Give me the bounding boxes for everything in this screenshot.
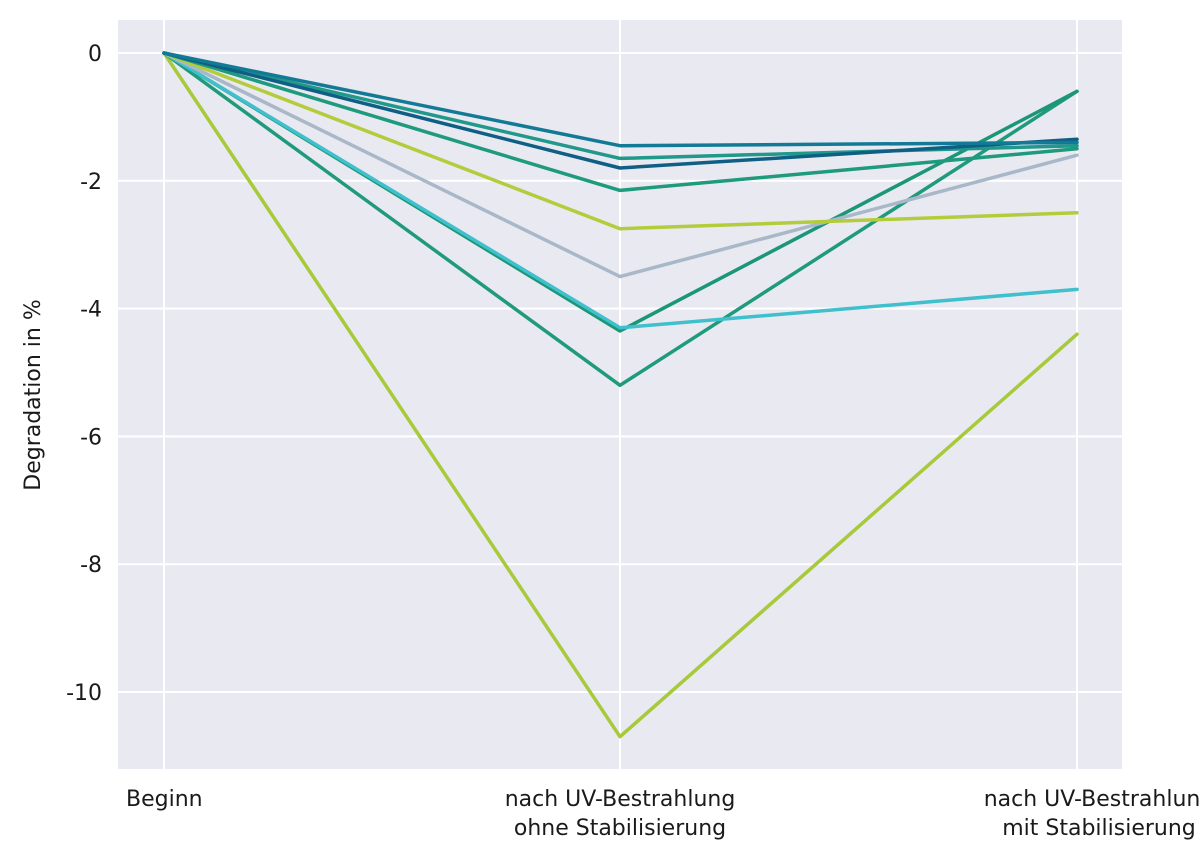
y-tick-label: -8 [80,553,102,578]
y-tick-labels: 0 -2 -4 -6 -8 -10 [66,42,102,706]
y-tick-label: -2 [80,170,102,195]
series-line-7 [162,51,1079,193]
y-tick-label: -10 [66,681,102,706]
series-line-1 [162,51,1079,739]
x-tick-label: Beginn [126,787,203,812]
y-tick-label: -6 [80,425,102,450]
x-tick-labels: Beginn nach UV-Bestrahlung ohne Stabilisie… [126,787,1200,841]
series-lines [162,51,1079,739]
series-line-5 [162,51,1079,279]
y-tick-label: -4 [80,298,102,323]
series-line-2 [162,51,1079,388]
series-line-9 [162,51,1079,170]
y-tick-label: 0 [88,42,102,67]
series-line-10 [162,51,1079,148]
series-line-4 [162,51,1079,330]
x-tick-label: nach UV-Bestrahlung ohne Stabilisierung [505,787,736,841]
x-tick-label: nach UV-Bestrahlung mit Stabilisierung [984,787,1200,841]
series-line-6 [162,51,1079,231]
y-axis-title: Degradation in % [21,299,46,491]
